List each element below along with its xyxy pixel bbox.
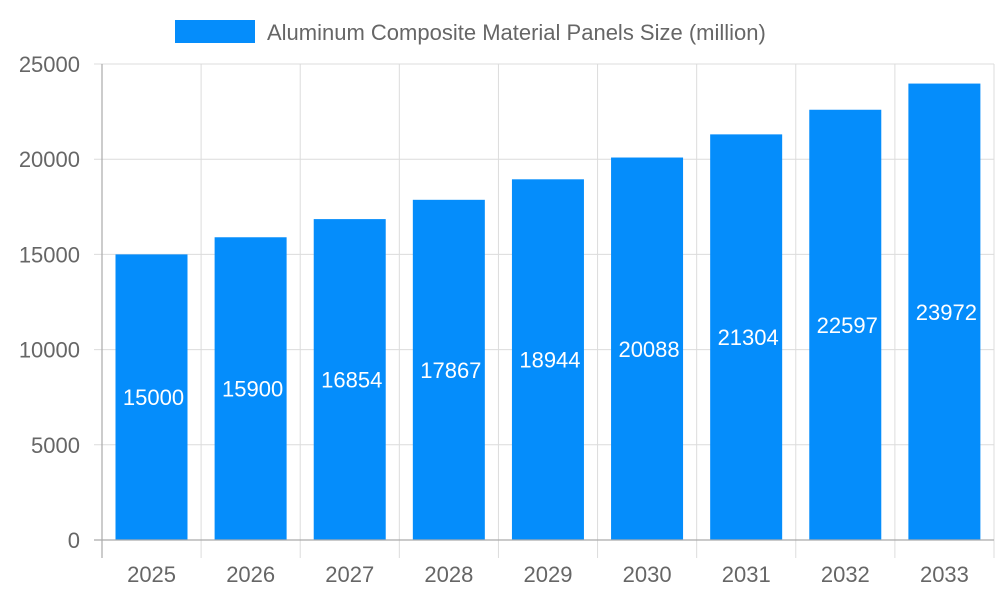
- x-tick-label: 2028: [424, 562, 473, 587]
- data-label-2027: 16854: [321, 368, 382, 393]
- x-tick-label: 2030: [623, 562, 672, 587]
- legend[interactable]: Aluminum Composite Material Panels Size …: [175, 20, 766, 45]
- y-tick-label: 15000: [19, 242, 80, 267]
- bar-2025: [115, 254, 188, 540]
- bar-2026: [214, 237, 287, 540]
- bar-2028: [412, 199, 485, 540]
- bar-2029: [511, 179, 584, 540]
- axes: 0 5000 10000 15000 20000 25000 2025 2026 2027 202…: [19, 52, 994, 587]
- y-tick-label: 5000: [31, 433, 80, 458]
- x-tick-label: 2031: [722, 562, 771, 587]
- bar-2027: [313, 219, 386, 540]
- x-tick-label: 2029: [524, 562, 573, 587]
- y-tick-label: 20000: [19, 147, 80, 172]
- y-tick-label: 25000: [19, 52, 80, 77]
- bar-2031: [710, 134, 783, 541]
- bar-2033: [908, 83, 981, 540]
- y-tick-label: 0: [68, 528, 80, 553]
- legend-label: Aluminum Composite Material Panels Size …: [267, 20, 766, 45]
- data-label-2029: 18944: [519, 348, 580, 373]
- x-tick-label: 2033: [920, 562, 969, 587]
- x-tick-label: 2027: [325, 562, 374, 587]
- data-label-2025: 15000: [123, 385, 184, 410]
- bars: 15000 15900 16854 17867 18944 20088 21304 22597…: [115, 83, 981, 541]
- x-tick-label: 2025: [127, 562, 176, 587]
- data-label-2030: 20088: [618, 337, 679, 362]
- x-tick-label: 2026: [226, 562, 275, 587]
- bar-2032: [809, 109, 882, 541]
- y-tick-label: 10000: [19, 338, 80, 363]
- x-tick-label: 2032: [821, 562, 870, 587]
- grid: [94, 63, 995, 558]
- bar-2030: [611, 157, 684, 540]
- data-label-2032: 22597: [817, 313, 878, 338]
- data-label-2028: 17867: [420, 358, 481, 383]
- data-label-2026: 15900: [222, 377, 283, 402]
- data-label-2033: 23972: [916, 300, 977, 325]
- legend-swatch: [175, 20, 255, 43]
- data-label-2031: 21304: [718, 325, 779, 350]
